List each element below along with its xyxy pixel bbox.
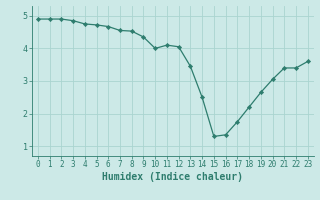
X-axis label: Humidex (Indice chaleur): Humidex (Indice chaleur) — [102, 172, 243, 182]
